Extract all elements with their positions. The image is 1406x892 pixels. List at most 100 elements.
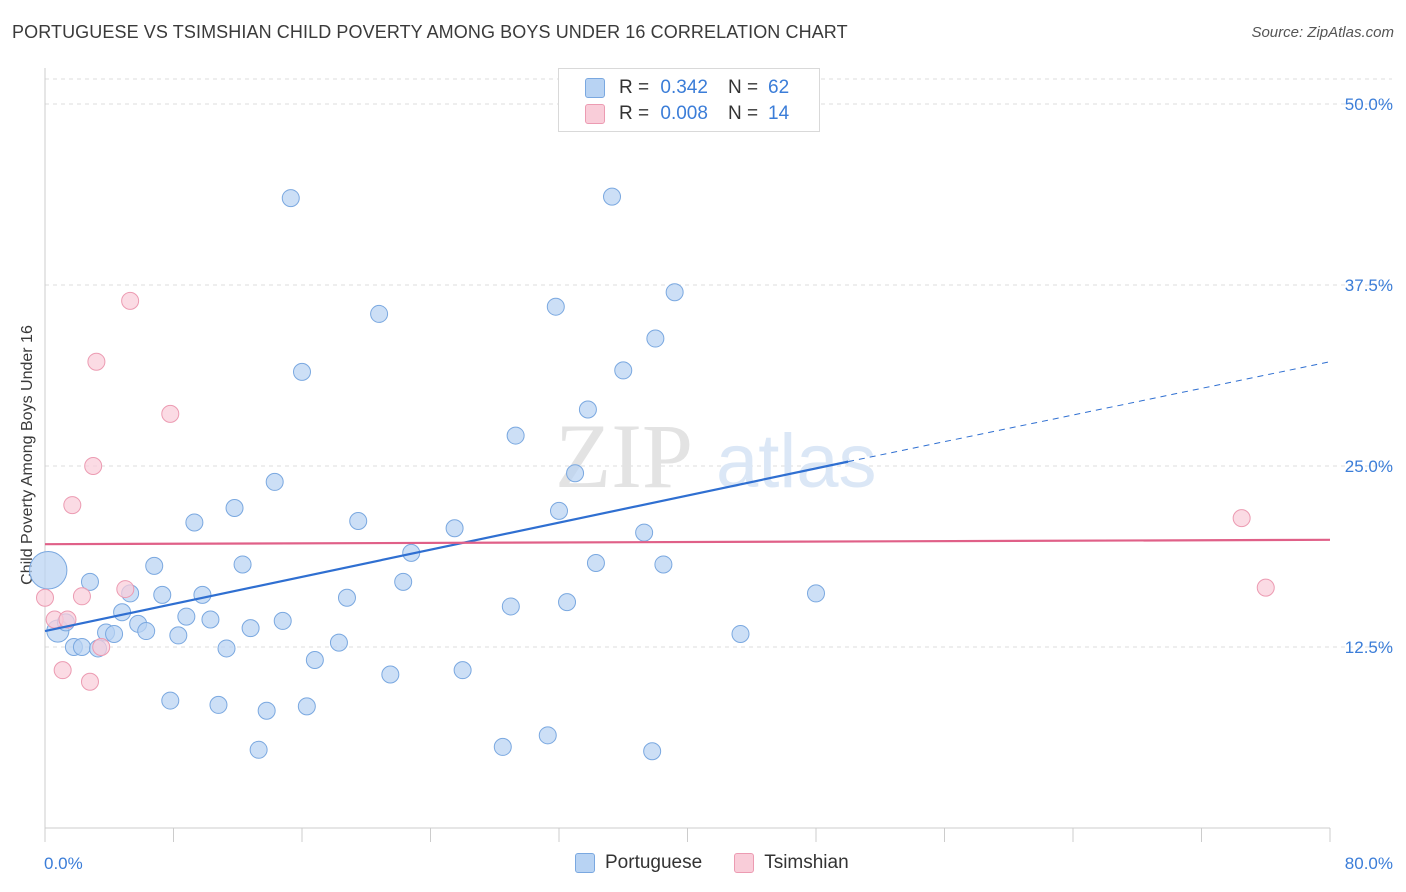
portuguese-point xyxy=(217,639,236,658)
legend-label-portuguese: Portuguese xyxy=(605,852,703,873)
portuguese-point xyxy=(305,651,324,670)
portuguese-point xyxy=(233,555,252,574)
portuguese-trend-extension xyxy=(848,361,1331,463)
portuguese-point xyxy=(578,400,597,419)
portuguese-point xyxy=(201,610,220,629)
portuguese-point xyxy=(654,555,673,574)
tsimshian-point xyxy=(92,637,111,656)
tsimshian-point xyxy=(84,456,103,475)
y-tick-label: 50.0% xyxy=(1345,95,1393,114)
tsimshian-point xyxy=(121,291,140,310)
data-points xyxy=(29,187,1275,761)
portuguese-point xyxy=(381,665,400,684)
n-label: N = xyxy=(727,77,759,98)
portuguese-point xyxy=(445,519,464,538)
tsimshian-point xyxy=(161,404,180,423)
y-tick-label: 12.5% xyxy=(1345,638,1393,657)
portuguese-point xyxy=(281,189,300,208)
portuguese-point xyxy=(265,472,284,491)
watermark: ZIP atlas xyxy=(555,405,877,507)
tsimshian-point xyxy=(80,672,99,691)
portuguese-swatch xyxy=(585,78,605,98)
legend-item-tsimshian[interactable]: Tsimshian xyxy=(734,852,849,874)
n-value: 14 xyxy=(768,103,790,124)
tsimshian-swatch xyxy=(585,104,605,124)
portuguese-point xyxy=(249,740,268,759)
tsimshian-point xyxy=(72,587,91,606)
tsimshian-point xyxy=(63,496,82,515)
portuguese-point xyxy=(177,607,196,626)
r-label: R = xyxy=(619,103,650,124)
portuguese-point xyxy=(506,426,525,445)
portuguese-point xyxy=(349,512,368,531)
portuguese-point xyxy=(297,697,316,716)
r-label: R = xyxy=(619,77,650,98)
source-label: Source: ZipAtlas.com xyxy=(1251,24,1394,41)
axes xyxy=(44,68,1331,842)
tsimshian-point xyxy=(1232,509,1251,528)
legend-row-portuguese: R = 0.342 N = 62 xyxy=(585,76,789,100)
portuguese-point xyxy=(586,554,605,573)
portuguese-point xyxy=(193,585,212,604)
portuguese-point xyxy=(80,572,99,591)
r-value: 0.008 xyxy=(660,103,708,124)
y-tick-label: 25.0% xyxy=(1345,457,1393,476)
portuguese-point xyxy=(293,362,311,381)
portuguese-point xyxy=(257,701,276,720)
portuguese-point xyxy=(161,691,180,710)
portuguese-point xyxy=(153,585,172,604)
portuguese-point xyxy=(538,726,557,745)
portuguese-point xyxy=(566,464,585,483)
portuguese-point xyxy=(145,556,164,575)
portuguese-point xyxy=(273,611,292,630)
portuguese-swatch xyxy=(575,853,595,873)
x-tick-label: 80.0% xyxy=(1345,854,1393,873)
tsimshian-point xyxy=(116,580,135,599)
tsimshian-swatch xyxy=(734,853,755,873)
portuguese-point xyxy=(185,513,204,532)
legend-label-tsimshian: Tsimshian xyxy=(764,852,849,873)
portuguese-point xyxy=(209,695,228,714)
portuguese-point xyxy=(501,597,520,616)
tick-labels: 12.5% 25.0% 37.5% 50.0% 0.0% 80.0% xyxy=(44,95,1393,873)
tsimshian-point xyxy=(87,352,106,371)
legend-item-portuguese[interactable]: Portuguese xyxy=(575,852,702,874)
tsimshian-point xyxy=(36,588,54,607)
portuguese-point xyxy=(169,626,188,645)
portuguese-point xyxy=(643,742,662,761)
portuguese-point xyxy=(113,603,132,622)
portuguese-point xyxy=(72,637,91,656)
portuguese-point xyxy=(241,619,260,638)
portuguese-point xyxy=(546,297,565,316)
portuguese-point xyxy=(370,304,389,323)
n-label: N = xyxy=(727,103,759,124)
tsimshian-point xyxy=(58,610,77,629)
tsimshian-point xyxy=(1256,578,1275,597)
x-tick-label: 0.0% xyxy=(44,854,83,873)
portuguese-point xyxy=(329,633,348,652)
portuguese-point xyxy=(493,737,512,756)
trend-lines xyxy=(44,361,1331,633)
portuguese-point xyxy=(665,283,684,302)
portuguese-point xyxy=(558,593,577,612)
portuguese-point xyxy=(603,187,622,206)
series-legend: Portuguese Tsimshian xyxy=(575,852,881,874)
portuguese-point xyxy=(105,624,124,643)
portuguese-point xyxy=(453,661,472,680)
legend-row-tsimshian: R = 0.008 N = 14 xyxy=(585,102,789,126)
portuguese-point xyxy=(394,572,413,591)
portuguese-trend-line xyxy=(44,460,849,633)
portuguese-point xyxy=(646,329,665,348)
portuguese-point xyxy=(225,498,244,517)
portuguese-point xyxy=(614,361,633,380)
portuguese-point xyxy=(29,551,68,590)
portuguese-point xyxy=(731,624,750,643)
chart-title: PORTUGUESE VS TSIMSHIAN CHILD POVERTY AM… xyxy=(12,22,848,42)
tsimshian-point xyxy=(53,661,72,680)
portuguese-point xyxy=(635,523,654,542)
portuguese-point xyxy=(807,584,825,603)
r-value: 0.342 xyxy=(660,77,708,98)
tsimshian-trend-line xyxy=(44,538,1331,546)
correlation-legend: R = 0.342 N = 62 R = 0.008 N = 14 xyxy=(558,68,820,132)
